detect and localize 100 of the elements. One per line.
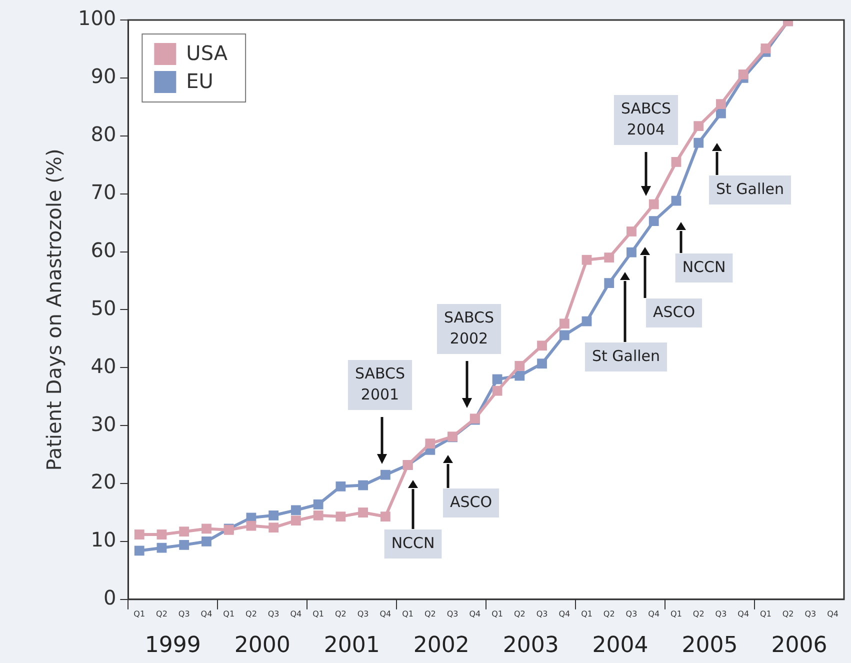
text: 2005 bbox=[682, 633, 738, 658]
point bbox=[134, 530, 144, 540]
text: 2004 bbox=[592, 633, 648, 658]
point bbox=[492, 374, 502, 384]
y-tick-label: 70 bbox=[90, 180, 116, 204]
x-tick-label: Q2 bbox=[334, 609, 346, 618]
point bbox=[290, 516, 301, 526]
point bbox=[716, 108, 726, 118]
x-tick-label: Q1 bbox=[312, 609, 324, 618]
point bbox=[694, 138, 704, 148]
annotation: St Gallen bbox=[716, 180, 784, 198]
y-tick-label: 0 bbox=[103, 586, 116, 610]
x-tick-label: Q3 bbox=[804, 609, 816, 618]
y-tick-label: 100 bbox=[78, 6, 116, 30]
point bbox=[179, 526, 190, 537]
point bbox=[246, 520, 256, 531]
y-tick-label: 10 bbox=[90, 528, 116, 552]
point bbox=[648, 199, 659, 210]
annotation: NCCN bbox=[682, 258, 726, 276]
point bbox=[134, 546, 144, 556]
point bbox=[626, 226, 636, 236]
x-tick-label: Q3 bbox=[715, 609, 727, 618]
x-tick-label: Q1 bbox=[492, 609, 503, 618]
point bbox=[336, 512, 346, 522]
y-tick-label: 60 bbox=[90, 238, 116, 262]
point bbox=[537, 358, 547, 369]
x-tick-label: Q2 bbox=[246, 609, 257, 618]
x-tick-label: Q4 bbox=[648, 609, 660, 618]
point bbox=[492, 386, 502, 396]
point bbox=[313, 510, 324, 520]
y-tick-label: 20 bbox=[90, 470, 116, 494]
annotation: ASCO bbox=[450, 492, 492, 511]
y-tick-label: 40 bbox=[90, 354, 116, 378]
point bbox=[648, 216, 659, 226]
point bbox=[290, 505, 301, 516]
point bbox=[380, 512, 390, 522]
point bbox=[738, 70, 748, 80]
point bbox=[671, 157, 682, 167]
legend-label: EU bbox=[186, 69, 214, 94]
point bbox=[268, 522, 279, 533]
point bbox=[358, 508, 368, 518]
point bbox=[716, 99, 726, 109]
x-tick-label: Q2 bbox=[156, 609, 168, 618]
point bbox=[425, 438, 436, 448]
annotation: SABCS 2004 bbox=[620, 99, 672, 138]
y-tick-label: 90 bbox=[90, 64, 116, 88]
x-tick-label: Q1 bbox=[670, 609, 682, 618]
x-tick-label: Q1 bbox=[134, 609, 146, 618]
point bbox=[514, 360, 525, 371]
point bbox=[671, 196, 682, 206]
text: 2000 bbox=[234, 633, 290, 658]
x-tick-label: Q4 bbox=[558, 609, 570, 618]
x-tick-label: Q1 bbox=[581, 609, 592, 618]
x-tick-label: Q4 bbox=[738, 609, 750, 618]
x-tick-label: Q3 bbox=[626, 609, 638, 618]
annotation: St Gallen bbox=[592, 346, 660, 365]
point bbox=[268, 510, 279, 520]
point bbox=[537, 340, 547, 351]
point bbox=[559, 330, 570, 340]
annotation: NCCN bbox=[391, 534, 435, 552]
point bbox=[313, 499, 324, 510]
point bbox=[514, 370, 525, 381]
point bbox=[179, 540, 190, 550]
x-tick-label: Q2 bbox=[514, 609, 526, 618]
x-tick-label: Q4 bbox=[469, 609, 481, 618]
x-tick-label: Q2 bbox=[424, 609, 436, 618]
text: 2003 bbox=[502, 633, 559, 658]
text: 2001 bbox=[324, 633, 380, 658]
point bbox=[202, 524, 212, 534]
y-tick-label: 30 bbox=[90, 412, 116, 436]
point bbox=[559, 318, 570, 329]
x-tick-label: Q3 bbox=[178, 609, 190, 618]
y-tick-label: 50 bbox=[90, 296, 116, 320]
x-tick-label: Q4 bbox=[290, 609, 302, 618]
x-tick-label: Q4 bbox=[200, 609, 212, 618]
y-tick-label: 80 bbox=[90, 122, 116, 146]
x-tick-label: Q1 bbox=[402, 609, 414, 618]
x-tick-label: Q3 bbox=[357, 609, 369, 618]
x-tick-label: Q1 bbox=[760, 609, 772, 618]
point bbox=[694, 121, 704, 131]
annotation: ASCO bbox=[652, 302, 696, 321]
annotation: SABCS 2001 bbox=[354, 364, 406, 404]
x-tick-label: Q2 bbox=[782, 609, 794, 618]
point bbox=[336, 481, 346, 492]
point bbox=[358, 480, 368, 490]
x-tick-label: Q4 bbox=[380, 609, 392, 618]
x-tick-label: Q4 bbox=[827, 609, 839, 618]
point bbox=[156, 530, 167, 540]
point bbox=[202, 536, 212, 546]
text: 2002 bbox=[413, 633, 470, 658]
point bbox=[582, 316, 592, 326]
x-tick-label: Q2 bbox=[603, 609, 615, 618]
point bbox=[604, 252, 614, 263]
text: 2006 bbox=[771, 633, 828, 658]
x-tick-label: Q1 bbox=[223, 609, 235, 618]
x-tick-label: Q3 bbox=[268, 609, 280, 618]
point bbox=[626, 247, 636, 258]
x-tick-label: Q2 bbox=[692, 609, 704, 618]
text: 1999 bbox=[144, 633, 201, 658]
annotation: SABCS 2002 bbox=[444, 308, 494, 348]
